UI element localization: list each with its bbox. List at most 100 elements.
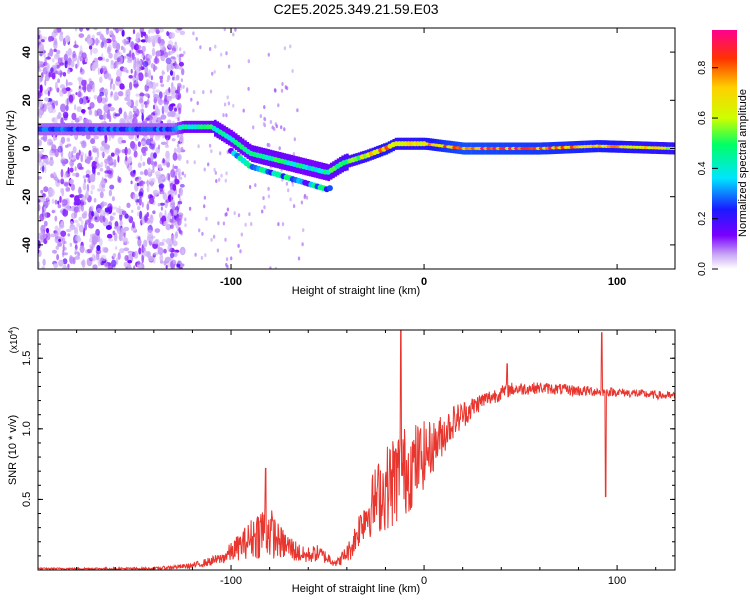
spectrogram-noise-cell (50, 108, 57, 113)
snr-scale-label: (x104) (8, 327, 20, 354)
spectrogram-noise-cell (83, 84, 87, 93)
spectrogram-noise-cell (69, 179, 74, 185)
spectrogram-noise-cell (62, 264, 68, 269)
spectrogram-noise-cell (291, 182, 294, 187)
colorbar-tick-label: 0.6 (697, 111, 708, 125)
spectrogram-noise-cell (234, 28, 237, 32)
spectrogram-noise-cell (107, 264, 114, 269)
spectrogram-noise-cell (102, 39, 109, 43)
spectrogram-noise-cell (132, 221, 135, 229)
spectrogram-noise-cell (144, 216, 149, 222)
spectrogram-noise-cell (274, 266, 277, 269)
spectrogram-noise-cell (100, 188, 106, 192)
snr-xtick-label: -100 (220, 575, 242, 587)
spectrogram-noise-cell (95, 163, 100, 167)
spectrogram-noise-cell (38, 43, 45, 52)
spectrogram-noise-cell (168, 173, 171, 182)
spectrogram-noise-cell (149, 143, 155, 150)
spectrogram-noise-cell (97, 95, 103, 104)
spectrogram-noise-cell (178, 61, 184, 67)
spectrogram-noise-cell (62, 72, 67, 77)
spectrogram-noise-cell (88, 45, 93, 50)
spectrogram-noise-cell (159, 164, 162, 172)
spectrogram-noise-cell (263, 205, 266, 210)
spectrogram-noise-cell (78, 203, 81, 213)
spectrogram-noise-cell (183, 173, 187, 178)
spectrogram-noise-cell (121, 210, 127, 215)
spectrogram-noise-cell (120, 231, 124, 238)
spectrogram-noise-cell (205, 216, 208, 221)
spectrogram-noise-cell (116, 42, 121, 51)
spectrogram-noise-cell (142, 136, 149, 140)
spectrogram-noise-cell (111, 216, 115, 220)
spectrogram-noise-cell (126, 88, 131, 98)
spectrogram-noise-cell (38, 109, 43, 119)
spectrogram-noise-cell (110, 63, 115, 69)
spectrogram-noise-cell (97, 171, 101, 176)
spectrogram-noise-cell (81, 212, 87, 219)
spectrogram-noise-cell (140, 108, 145, 113)
spectrogram-noise-cell (146, 203, 150, 211)
spectrogram-noise-cell (155, 50, 161, 57)
spectrogram-noise-cell (112, 230, 116, 236)
spectrogram-noise-cell (214, 44, 217, 49)
spectrogram-noise-cell (52, 58, 55, 63)
spectrogram-noise-cell (111, 259, 117, 267)
spectrogram-noise-cell (91, 211, 95, 217)
spectrogram-noise-cell (99, 191, 104, 199)
spectrogram-noise-cell (181, 171, 185, 176)
spectrogram-noise-cell (93, 211, 99, 217)
spectrogram-noise-cell (225, 51, 228, 56)
spectrogram-noise-cell (263, 117, 267, 122)
spectrogram-noise-cell (104, 173, 108, 178)
spectrogram-noise-cell (60, 209, 63, 214)
spectrogram-noise-cell (81, 52, 87, 60)
spectrogram-noise-cell (210, 149, 213, 154)
spectrogram-noise-cell (78, 33, 85, 38)
spectrogram-noise-cell (168, 104, 173, 112)
spectrogram-noise-cell (57, 78, 61, 84)
spectrogram-noise-cell (151, 118, 158, 125)
spectrogram-noise-cell (285, 86, 289, 91)
spectrogram-noise-cell (125, 69, 129, 74)
spectrogram-ytick-label: 0 (21, 145, 33, 151)
spectrogram-noise-cell (209, 89, 213, 94)
spectrogram-noise-cell (57, 111, 62, 119)
spectrogram-noise-cell (153, 152, 157, 159)
spectrogram-noise-cell (173, 77, 178, 81)
spectrogram-noise-cell (117, 28, 124, 32)
spectrogram-noise-cell (87, 38, 93, 45)
spectrogram-noise-cell (76, 236, 82, 243)
spectrogram-noise-cell (49, 141, 54, 146)
spectrogram-noise-cell (42, 258, 46, 265)
spectrogram-noise-cell (277, 103, 280, 108)
spectrogram-noise-cell (137, 49, 144, 54)
spectrogram-noise-cell (54, 176, 59, 182)
colorbar-tick-label: 0.8 (697, 60, 708, 74)
spectrogram-noise-cell (106, 46, 111, 54)
spectrogram-noise-cell (81, 195, 86, 203)
spectrogram-noise-cell (38, 29, 41, 35)
spectrogram-noise-cell (45, 56, 51, 60)
spectrogram-noise-cell (80, 204, 84, 212)
spectrogram-noise-cell (158, 241, 165, 246)
spectrogram-noise-cell (73, 44, 79, 49)
spectrogram-noise-cell (38, 34, 41, 40)
spectrogram-noise-cell (149, 180, 154, 187)
spectrogram-noise-cell (103, 112, 106, 121)
spectrogram-noise-cell (259, 114, 262, 119)
spectrogram-noise-cell (173, 178, 180, 185)
spectrogram-noise-cell (247, 86, 250, 91)
spectrogram-noise-cell (165, 256, 171, 262)
spectrogram-noise-cell (55, 81, 58, 91)
spectrogram-noise-cell (84, 222, 87, 231)
spectrogram-noise-cell (107, 103, 112, 107)
spectrogram-noise-cell (99, 209, 105, 217)
snr-frame (37, 329, 676, 571)
spectrogram-noise-cell (51, 117, 58, 124)
spectrogram-noise-cell (108, 189, 113, 197)
spectrogram-noise-cell (152, 210, 156, 215)
spectrogram-noise-cell (152, 252, 159, 256)
spectrogram-noise-cell (262, 196, 265, 201)
spectrogram-noise-cell (146, 251, 151, 258)
